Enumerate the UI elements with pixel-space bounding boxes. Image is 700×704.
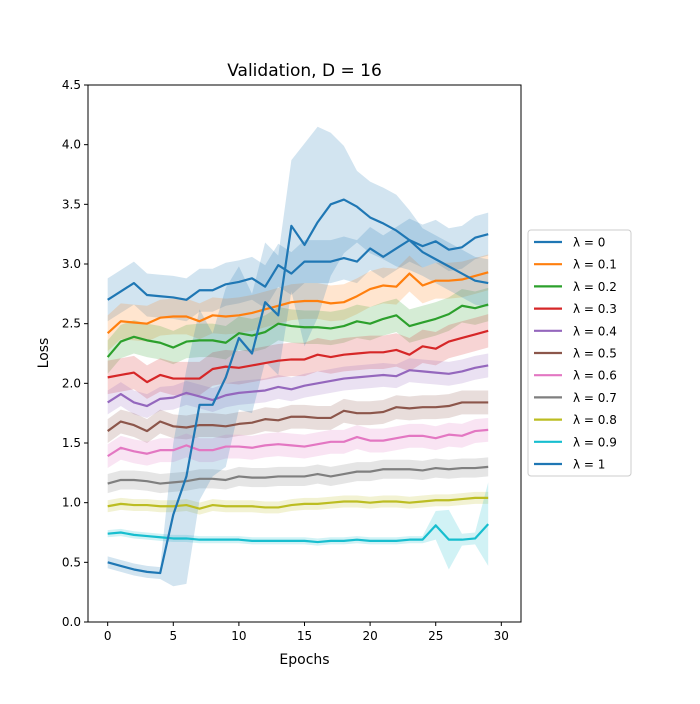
legend-box (527, 229, 632, 477)
series-lines (106, 198, 490, 575)
band-series-9 (107, 482, 489, 570)
y-tick-label: 2.5 (62, 317, 81, 331)
x-tick-label: 0 (104, 629, 112, 643)
legend-label: λ = 0.5 (573, 347, 617, 361)
confidence-bands (107, 126, 489, 587)
x-tick-label: 5 (169, 629, 177, 643)
x-axis-label: Epochs (279, 652, 329, 668)
line-series-5 (107, 401, 489, 433)
y-tick-label: 4.5 (62, 78, 81, 92)
x-tick-label: 30 (494, 629, 509, 643)
band-series-8 (107, 491, 489, 515)
legend-label: λ = 0.7 (573, 391, 617, 405)
y-axis-label: Loss (36, 338, 52, 369)
x-tick-label: 15 (297, 629, 312, 643)
line-series-4 (107, 364, 489, 408)
band-series-4 (107, 353, 489, 418)
y-tick-label: 3.0 (62, 257, 81, 271)
legend-label: λ = 0.2 (573, 280, 617, 294)
line-series-10 (107, 198, 489, 575)
line-series-9 (107, 523, 490, 544)
line-series-6 (107, 428, 489, 458)
legend-label: λ = 0.6 (573, 369, 617, 383)
y-tick-label: 0.5 (62, 555, 81, 569)
band-series-6 (107, 417, 489, 469)
x-axis: 0 5 10 15 20 25 30 (104, 622, 509, 643)
band-series-10 (107, 126, 489, 587)
legend: λ = 0 λ = 0.1 λ = 0.2 λ = 0.3 λ = 0.4 λ = 0.5… (527, 229, 632, 477)
band-series-1 (107, 254, 489, 352)
line-series-3 (107, 329, 489, 384)
legend-label: λ = 0.1 (573, 258, 617, 272)
band-series-7 (107, 457, 489, 494)
band-series-2 (107, 287, 489, 374)
legend-label: λ = 0.4 (573, 324, 617, 338)
line-series-2 (106, 303, 489, 358)
y-tick-label: 4.0 (62, 138, 81, 152)
y-tick-label: 2.0 (62, 376, 81, 390)
legend-label: λ = 0.3 (573, 302, 617, 316)
band-series-3 (107, 314, 489, 399)
x-tick-label: 10 (231, 629, 246, 643)
line-series-8 (107, 496, 489, 510)
x-tick-label: 20 (362, 629, 377, 643)
line-series-0 (107, 233, 489, 301)
y-tick-label: 3.5 (62, 197, 81, 211)
legend-label: λ = 0.8 (573, 413, 617, 427)
legend-label: λ = 0 (573, 236, 605, 250)
y-axis: 0.0 0.5 1.0 1.5 2.0 2.5 3.0 3.5 4.0 4.5 (62, 78, 88, 629)
y-tick-label: 1.0 (62, 496, 81, 510)
chart-title: Validation, D = 16 (227, 61, 382, 81)
line-series-1 (106, 271, 489, 335)
line-series-7 (107, 465, 489, 485)
y-tick-label: 0.0 (62, 615, 81, 629)
legend-label: λ = 1 (573, 458, 605, 472)
legend-label: λ = 0.9 (573, 435, 617, 449)
x-tick-label: 25 (428, 629, 443, 643)
y-tick-label: 1.5 (62, 436, 81, 450)
